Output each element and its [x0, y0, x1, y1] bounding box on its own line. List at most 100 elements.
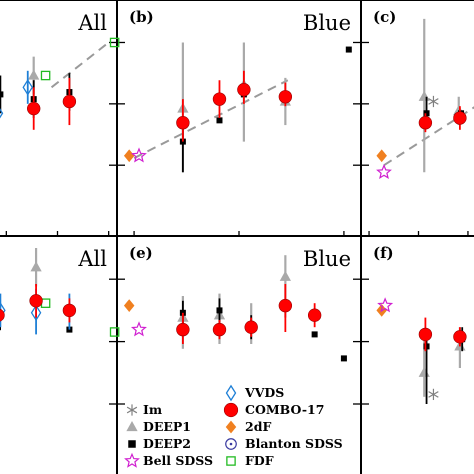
point-combo-17-a-1: [62, 94, 77, 109]
panel-letter-b: (b): [129, 8, 154, 26]
frame-b: [116, 0, 362, 237]
point-deep2-a-0: [0, 91, 4, 98]
point-combo-17-b-2: [237, 83, 251, 97]
legend-marker-bell-sdss: [124, 452, 140, 468]
point-deep2-f-0: [423, 343, 430, 350]
point-combo-17-d-2: [62, 303, 77, 318]
point-combo-17-a-0: [27, 101, 41, 116]
point-2df-c-0: [376, 149, 387, 163]
frame-f: [360, 235, 474, 474]
legend-marker-deep2: [128, 440, 136, 448]
series-deep2-b: [179, 46, 352, 173]
point-fdf-d-1: [109, 327, 120, 337]
point-2df-e-0: [123, 299, 135, 312]
point-vvds-a-1: [22, 78, 34, 96]
legend-label-vvds: VVDS: [244, 385, 284, 400]
series-deep1-e: [177, 255, 291, 349]
point-combo-17-f-1: [453, 330, 467, 344]
point-combo-17-e-3: [278, 298, 293, 313]
point-fdf-a-1: [109, 37, 120, 48]
legend-label-blanton-sdss: Blanton SDSS: [245, 436, 343, 451]
legend-label-bell-sdss: Bell SDSS: [143, 453, 213, 468]
panel-letter-c: (c): [373, 8, 396, 26]
legend-marker-deep1: [126, 421, 138, 432]
series-2df-e: [123, 299, 135, 312]
series-deep1-c: [418, 18, 465, 173]
trend-line-a: [50, 41, 110, 89]
series-combo-17-c: [418, 106, 467, 133]
legend-label-2df: 2dF: [245, 419, 271, 434]
series-combo-17-a: [27, 77, 77, 130]
point-deep1-f-0: [418, 366, 430, 377]
point-combo-17-f-0: [418, 327, 433, 342]
panel-d: All: [0, 247, 120, 337]
panel-b: (b) Blue: [123, 8, 352, 173]
series-bell-sdss-f: [377, 297, 394, 313]
frame-a: [0, 0, 118, 237]
panels: All (b) Blue (c) All (e) Blue (f): [0, 8, 474, 404]
point-combo-17-c-0: [418, 116, 433, 130]
panel-title-a: All: [77, 11, 107, 35]
point-deep2-b-3: [345, 46, 352, 53]
legend-label-im: Im: [143, 402, 162, 417]
series-combo-17-e: [176, 284, 322, 344]
point-combo-17-b-0: [176, 116, 190, 130]
series-im-c: [428, 95, 439, 108]
panel-letter-f: (f): [373, 244, 394, 262]
point-deep1-a-0: [28, 69, 40, 80]
series-combo-17-b: [176, 70, 293, 142]
legend-marker-im: [126, 404, 138, 416]
point-combo-17-b-1: [212, 92, 227, 106]
point-vvds-d-1: [30, 304, 42, 322]
point-combo-17-d-0: [0, 308, 5, 322]
point-combo-17-e-1: [212, 322, 227, 337]
panel-title-b: Blue: [303, 11, 351, 35]
legend-label-deep2: DEEP2: [143, 436, 191, 451]
legend-marker-blanton-sdss: [225, 438, 237, 450]
point-combo-17-b-3: [278, 90, 293, 104]
legend-label-deep1: DEEP1: [143, 419, 191, 434]
point-deep1-c-0: [418, 90, 430, 101]
point-im-f-0: [428, 388, 439, 401]
panel-title-d: All: [77, 247, 107, 271]
series-fdf-a: [40, 37, 120, 81]
series-2df-b: [123, 149, 135, 163]
series-2df-c: [376, 149, 387, 163]
series-fdf-d: [40, 298, 120, 337]
point-combo-17-e-2: [244, 320, 258, 334]
point-combo-17-d-1: [29, 294, 43, 308]
series-combo-17-f: [418, 317, 467, 352]
frame-d: [0, 235, 118, 474]
panel-title-e: Blue: [303, 247, 351, 271]
legend-marker-2df: [225, 420, 237, 434]
point-im-c-0: [428, 95, 439, 108]
legend-marker-vvds: [225, 384, 237, 402]
point-deep1-e-3: [279, 270, 291, 281]
point-deep2-c-0: [423, 110, 430, 117]
point-bell-sdss-c-0: [376, 163, 392, 179]
point-2df-b-0: [123, 149, 135, 163]
legend-marker-fdf: [226, 456, 236, 466]
panel-letter-e: (e): [129, 244, 153, 262]
legend-label-combo-17: COMBO-17: [245, 402, 324, 417]
series-bell-sdss-b: [130, 147, 147, 163]
series-bell-sdss-c: [376, 163, 392, 179]
series-vvds-a: [0, 70, 34, 119]
point-combo-17-e-0: [176, 322, 190, 337]
trend-line-b: [133, 79, 289, 160]
point-deep2-b-1: [216, 117, 223, 124]
series-bell-sdss-e: [130, 321, 147, 337]
point-deep1-d-0: [30, 261, 42, 272]
point-combo-17-c-1: [453, 111, 467, 125]
point-deep2-e-4: [340, 355, 347, 362]
series-im-f: [428, 388, 439, 401]
series-combo-17-d: [0, 284, 77, 323]
panel-e: (e) Blue: [123, 244, 351, 362]
legend-marker-combo-17: [223, 402, 239, 418]
legend-label-fdf: FDF: [245, 453, 274, 468]
point-bell-sdss-f-0: [377, 297, 394, 313]
point-fdf-a-0: [40, 70, 51, 81]
point-bell-sdss-e-0: [130, 321, 147, 337]
